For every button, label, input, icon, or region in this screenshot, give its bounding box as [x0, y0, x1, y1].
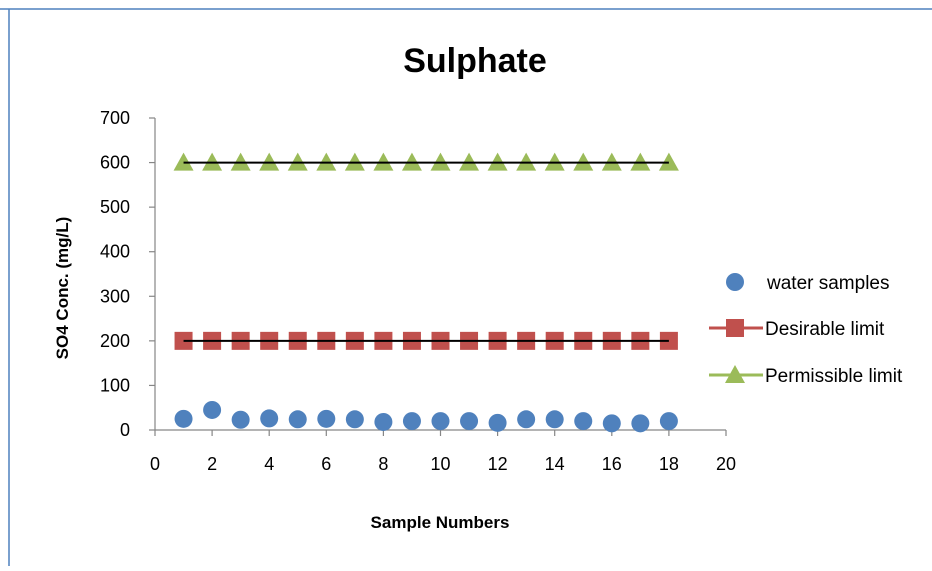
series-1: [174, 331, 678, 350]
data-point: [317, 409, 336, 428]
x-tick-label: 20: [716, 454, 736, 474]
x-tick-label: 14: [545, 454, 565, 474]
y-tick-label: 600: [100, 153, 130, 173]
y-tick-label: 100: [100, 375, 130, 395]
x-tick-label: 4: [264, 454, 274, 474]
series-2: [173, 152, 679, 171]
legend-item: Desirable limit: [709, 319, 885, 340]
data-point: [460, 412, 479, 431]
data-point: [602, 414, 621, 433]
y-tick-label: 300: [100, 286, 130, 306]
data-point: [345, 410, 364, 429]
data-point: [174, 409, 193, 428]
data-point: [517, 410, 536, 429]
data-point: [203, 400, 222, 419]
legend-marker: [725, 365, 745, 383]
y-tick-label: 400: [100, 242, 130, 262]
data-point: [631, 414, 650, 433]
x-axis-label: Sample Numbers: [371, 513, 510, 532]
y-tick-label: 0: [120, 420, 130, 440]
data-point: [574, 412, 593, 431]
y-tick-label: 500: [100, 197, 130, 217]
legend: water samples Desirable limit Permissible …: [709, 273, 903, 387]
legend-label: water samples: [766, 273, 890, 294]
data-point: [402, 412, 421, 431]
y-tick-label: 700: [100, 108, 130, 128]
data-point: [231, 410, 250, 429]
y-tick-label: 200: [100, 331, 130, 351]
data-point: [545, 410, 564, 429]
x-tick-label: 0: [150, 454, 160, 474]
legend-item: water samples: [726, 273, 890, 294]
legend-marker: [726, 273, 744, 291]
x-tick-label: 10: [430, 454, 450, 474]
x-tick-label: 2: [207, 454, 217, 474]
legend-label: Desirable limit: [765, 319, 885, 340]
y-axis-label: SO4 Conc. (mg/L): [53, 217, 72, 360]
legend-marker: [726, 319, 744, 337]
x-tick-label: 6: [321, 454, 331, 474]
series-0: [174, 400, 678, 433]
data-point: [288, 410, 307, 429]
x-tick-label: 12: [488, 454, 508, 474]
data-point: [488, 413, 507, 432]
data-point: [374, 412, 393, 431]
data-point: [431, 412, 450, 431]
x-tick-label: 16: [602, 454, 622, 474]
axes: 0 100 200 300 400 500 600 700 0 2 4 6 8 10 12 14 16 18 20: [100, 108, 736, 474]
plot-area: [173, 152, 679, 433]
chart-title: Sulphate: [403, 42, 547, 80]
legend-item: Permissible limit: [709, 365, 903, 387]
data-point: [260, 409, 279, 428]
x-tick-label: 18: [659, 454, 679, 474]
x-tick-label: 8: [378, 454, 388, 474]
data-point: [659, 412, 678, 431]
legend-label: Permissible limit: [765, 366, 903, 387]
